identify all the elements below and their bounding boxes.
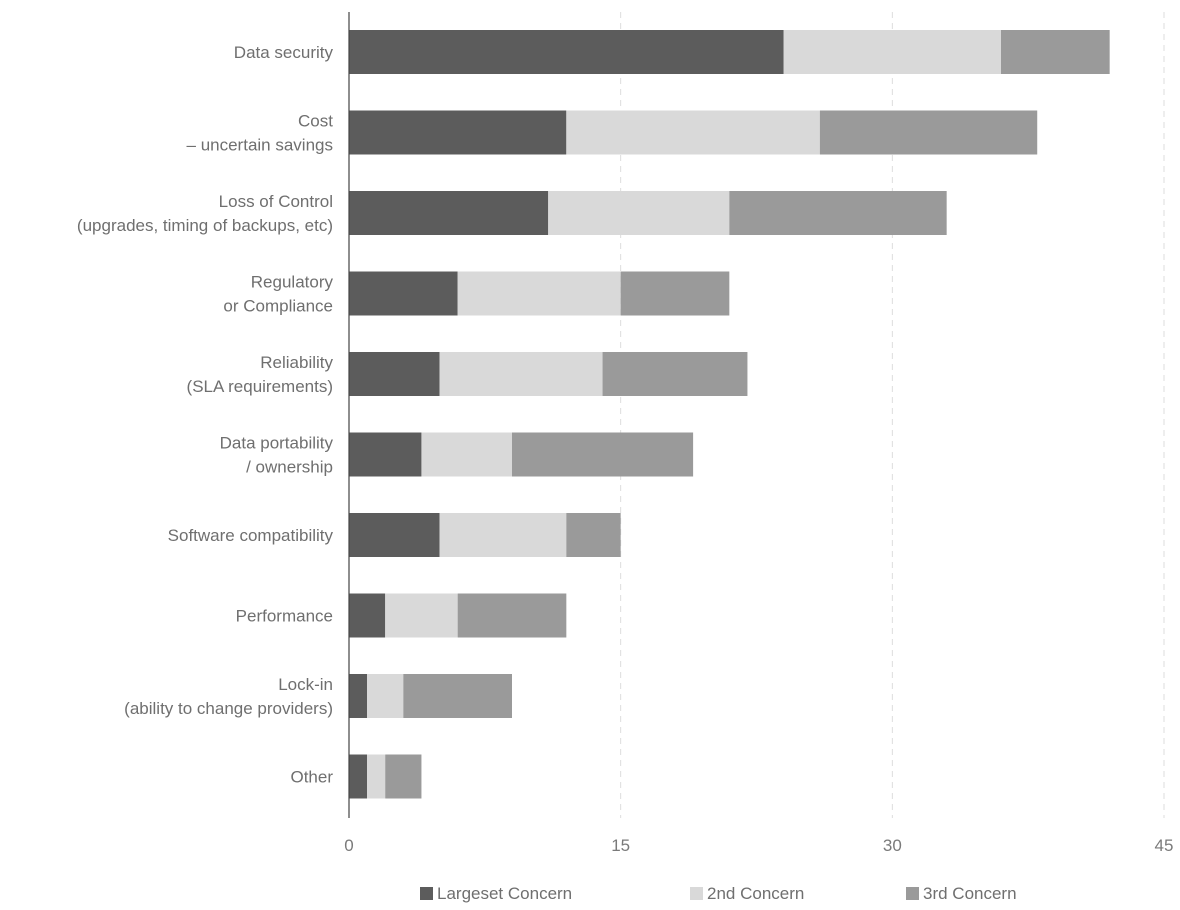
bar-segment [349, 754, 368, 799]
bar-segment [349, 352, 440, 396]
bar-segment [349, 513, 440, 557]
legend-swatch [906, 887, 919, 900]
legend-swatch [690, 887, 703, 900]
legend-swatch [420, 887, 433, 900]
bar-segment [457, 593, 567, 638]
bar-segment [457, 271, 621, 316]
bar-segment [349, 30, 784, 74]
bar-segment [512, 432, 694, 477]
bar-segment [385, 754, 422, 799]
bar-segment [349, 432, 422, 477]
legend-label: 2nd Concern [707, 884, 804, 903]
category-label: (ability to change providers) [124, 699, 333, 718]
bar-segment [548, 191, 730, 235]
category-labels: Data security Cost – uncertain savings Loss… [77, 43, 334, 787]
bar-segment [349, 593, 386, 638]
bar-segment [385, 593, 458, 638]
category-label: Other [290, 768, 333, 787]
bar-segment [403, 674, 512, 718]
legend: Largeset Concern 2nd Concern 3rd Concern [420, 884, 1017, 903]
bar-segment [349, 110, 567, 155]
category-label: Regulatory [251, 273, 334, 292]
legend-label: Largeset Concern [437, 884, 572, 903]
category-label: Data security [234, 43, 334, 62]
bar-segment [367, 754, 386, 799]
bar-segment [1001, 30, 1110, 74]
category-label: Loss of Control [219, 192, 333, 211]
x-tick-labels: 0 15 30 45 [344, 836, 1173, 855]
bars [349, 30, 1110, 799]
category-label: / ownership [246, 458, 333, 477]
bar-segment [421, 432, 512, 477]
x-tick-label: 45 [1155, 836, 1174, 855]
bar-segment [439, 513, 567, 557]
category-label: Software compatibility [168, 526, 334, 545]
bar-segment [349, 674, 368, 718]
bar-segment [729, 191, 947, 235]
bar-segment [783, 30, 1001, 74]
bar-segment [566, 110, 820, 155]
bar-segment [819, 110, 1038, 155]
category-label: Reliability [260, 353, 333, 372]
bar-segment [349, 191, 549, 235]
x-tick-label: 15 [611, 836, 630, 855]
bar-segment [439, 352, 603, 396]
category-label: Lock-in [278, 675, 333, 694]
bar-segment [367, 674, 404, 718]
bar-segment [349, 271, 458, 316]
bar-segment [602, 352, 748, 396]
legend-label: 3rd Concern [923, 884, 1017, 903]
category-label: Cost [298, 112, 333, 131]
category-label: or Compliance [223, 297, 333, 316]
category-label: Performance [236, 607, 333, 626]
x-tick-label: 30 [883, 836, 902, 855]
category-label: (upgrades, timing of backups, etc) [77, 216, 333, 235]
category-label: – uncertain savings [187, 136, 333, 155]
category-label: Data portability [220, 434, 334, 453]
category-label: (SLA requirements) [187, 377, 333, 396]
x-tick-label: 0 [344, 836, 353, 855]
bar-segment [620, 271, 730, 316]
bar-segment [566, 513, 621, 557]
